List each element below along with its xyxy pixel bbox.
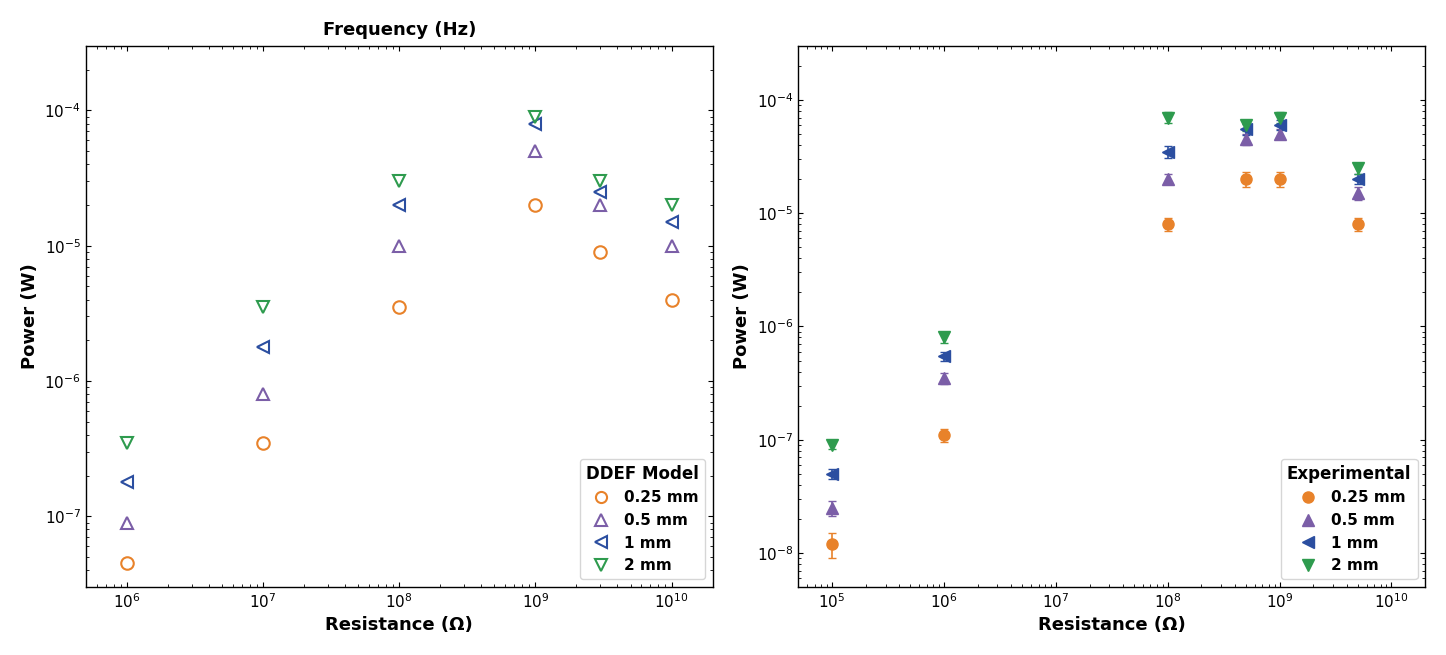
X-axis label: Resistance (Ω): Resistance (Ω) <box>1038 616 1186 634</box>
Legend: 0.25 mm, 0.5 mm, 1 mm, 2 mm: 0.25 mm, 0.5 mm, 1 mm, 2 mm <box>580 458 706 580</box>
Y-axis label: Power (W): Power (W) <box>20 263 39 369</box>
X-axis label: Resistance (Ω): Resistance (Ω) <box>325 616 473 634</box>
Title: Frequency (Hz): Frequency (Hz) <box>322 21 476 39</box>
Y-axis label: Power (W): Power (W) <box>733 263 752 369</box>
Legend: 0.25 mm, 0.5 mm, 1 mm, 2 mm: 0.25 mm, 0.5 mm, 1 mm, 2 mm <box>1281 458 1417 580</box>
